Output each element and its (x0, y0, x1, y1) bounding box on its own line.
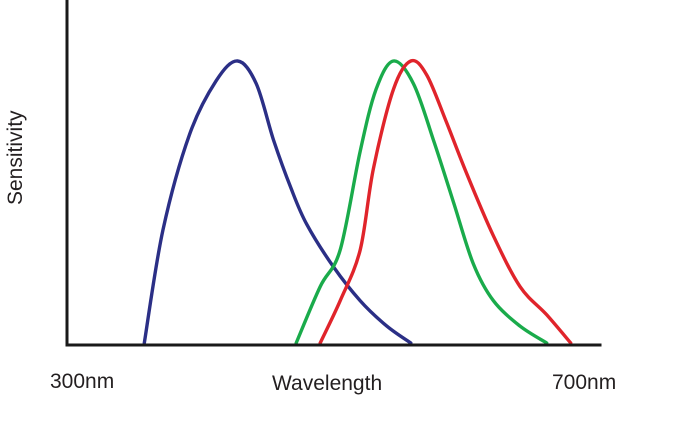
y-axis-label: Sensitivity (4, 110, 27, 205)
x-tick-label-max: 700nm (552, 371, 616, 394)
series-line-red (318, 58, 573, 345)
series-line-green (294, 59, 549, 345)
curves-group (142, 58, 573, 345)
x-tick-label-min: 300nm (50, 370, 114, 393)
series-line-blue (142, 59, 413, 345)
x-axis-label: Wavelength (272, 372, 382, 395)
